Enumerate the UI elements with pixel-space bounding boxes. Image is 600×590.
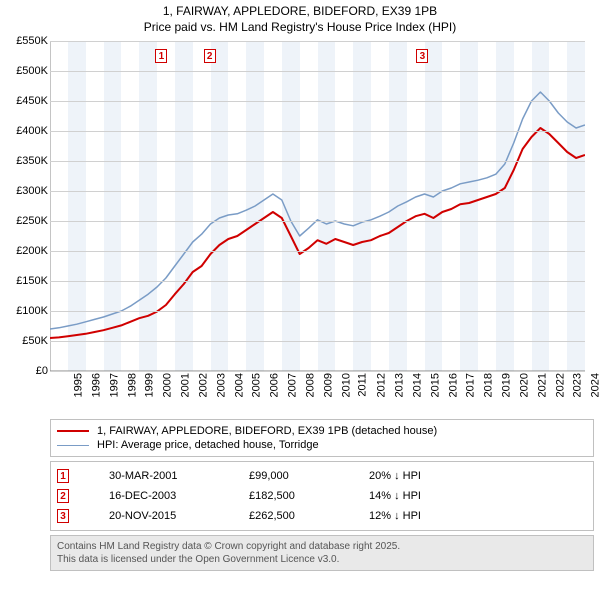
- gridline: [50, 281, 585, 282]
- legend-swatch: [57, 430, 89, 432]
- table-price: £262,500: [249, 510, 329, 522]
- y-axis-label: £250K: [0, 215, 48, 227]
- chart-lines: [50, 41, 585, 371]
- gridline: [50, 191, 585, 192]
- gridline: [50, 251, 585, 252]
- title-line-1: 1, FAIRWAY, APPLEDORE, BIDEFORD, EX39 1P…: [0, 4, 600, 20]
- table-marker: 3: [57, 509, 69, 523]
- gridline: [50, 41, 585, 42]
- transaction-table: 1 30-MAR-2001 £99,000 20% ↓ HPI 2 16-DEC-2003…: [50, 461, 594, 531]
- y-axis-label: £150K: [0, 275, 48, 287]
- table-row: 2 16-DEC-2003 £182,500 14% ↓ HPI: [57, 486, 587, 506]
- y-axis-label: £500K: [0, 65, 48, 77]
- table-date: 20-NOV-2015: [109, 510, 209, 522]
- gridline: [50, 341, 585, 342]
- gridline: [50, 311, 585, 312]
- table-date: 16-DEC-2003: [109, 490, 209, 502]
- legend-row: 1, FAIRWAY, APPLEDORE, BIDEFORD, EX39 1P…: [57, 424, 587, 438]
- legend-row: HPI: Average price, detached house, Torr…: [57, 438, 587, 452]
- y-axis-label: £100K: [0, 305, 48, 317]
- gridline: [50, 71, 585, 72]
- table-pct: 20% ↓ HPI: [369, 470, 459, 482]
- footer-line-1: Contains HM Land Registry data © Crown c…: [57, 540, 587, 553]
- table-marker: 2: [57, 489, 69, 503]
- table-marker: 1: [57, 469, 69, 483]
- y-axis-label: £300K: [0, 185, 48, 197]
- footer-note: Contains HM Land Registry data © Crown c…: [50, 535, 594, 571]
- title-line-2: Price paid vs. HM Land Registry's House …: [0, 20, 600, 36]
- series-hpi: [50, 92, 585, 329]
- legend-label: 1, FAIRWAY, APPLEDORE, BIDEFORD, EX39 1P…: [97, 425, 437, 437]
- gridline: [50, 161, 585, 162]
- gridline: [50, 131, 585, 132]
- y-axis-label: £200K: [0, 245, 48, 257]
- table-date: 30-MAR-2001: [109, 470, 209, 482]
- footer-line-2: This data is licensed under the Open Gov…: [57, 553, 587, 566]
- y-axis-label: £400K: [0, 125, 48, 137]
- chart-marker-3: 3: [416, 49, 428, 63]
- legend-swatch: [57, 445, 89, 446]
- table-pct: 12% ↓ HPI: [369, 510, 459, 522]
- y-axis-label: £350K: [0, 155, 48, 167]
- table-price: £99,000: [249, 470, 329, 482]
- gridline: [50, 101, 585, 102]
- chart-marker-2: 2: [204, 49, 216, 63]
- y-axis-label: £50K: [0, 335, 48, 347]
- chart-title: 1, FAIRWAY, APPLEDORE, BIDEFORD, EX39 1P…: [0, 0, 600, 37]
- y-axis-label: £450K: [0, 95, 48, 107]
- chart-container: 1 2 3 £0 £50K £100K £150K £200K £250K £300K £350K…: [0, 37, 600, 417]
- table-pct: 14% ↓ HPI: [369, 490, 459, 502]
- table-row: 3 20-NOV-2015 £262,500 12% ↓ HPI: [57, 506, 587, 526]
- table-price: £182,500: [249, 490, 329, 502]
- legend: 1, FAIRWAY, APPLEDORE, BIDEFORD, EX39 1P…: [50, 419, 594, 457]
- y-axis-label: £0: [0, 365, 48, 377]
- x-axis-label: 2024: [590, 373, 600, 397]
- plot-area: 1 2 3: [50, 41, 585, 371]
- legend-label: HPI: Average price, detached house, Torr…: [97, 439, 319, 451]
- gridline: [50, 221, 585, 222]
- y-axis-label: £550K: [0, 35, 48, 47]
- chart-marker-1: 1: [155, 49, 167, 63]
- table-row: 1 30-MAR-2001 £99,000 20% ↓ HPI: [57, 466, 587, 486]
